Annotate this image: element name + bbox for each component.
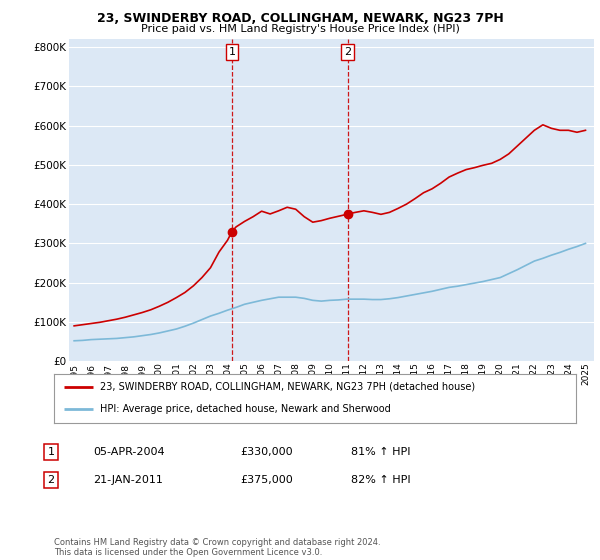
Text: Contains HM Land Registry data © Crown copyright and database right 2024.
This d: Contains HM Land Registry data © Crown c…	[54, 538, 380, 557]
Text: Price paid vs. HM Land Registry's House Price Index (HPI): Price paid vs. HM Land Registry's House …	[140, 24, 460, 34]
Text: 21-JAN-2011: 21-JAN-2011	[93, 475, 163, 485]
Text: 1: 1	[229, 47, 235, 57]
Text: 2: 2	[344, 47, 351, 57]
Text: 23, SWINDERBY ROAD, COLLINGHAM, NEWARK, NG23 7PH (detached house): 23, SWINDERBY ROAD, COLLINGHAM, NEWARK, …	[100, 382, 475, 392]
Text: £375,000: £375,000	[240, 475, 293, 485]
Text: 82% ↑ HPI: 82% ↑ HPI	[351, 475, 410, 485]
Text: HPI: Average price, detached house, Newark and Sherwood: HPI: Average price, detached house, Newa…	[100, 404, 391, 414]
Text: 23, SWINDERBY ROAD, COLLINGHAM, NEWARK, NG23 7PH: 23, SWINDERBY ROAD, COLLINGHAM, NEWARK, …	[97, 12, 503, 25]
Text: 1: 1	[47, 447, 55, 457]
Text: 81% ↑ HPI: 81% ↑ HPI	[351, 447, 410, 457]
Text: 05-APR-2004: 05-APR-2004	[93, 447, 164, 457]
Text: £330,000: £330,000	[240, 447, 293, 457]
Text: 2: 2	[47, 475, 55, 485]
